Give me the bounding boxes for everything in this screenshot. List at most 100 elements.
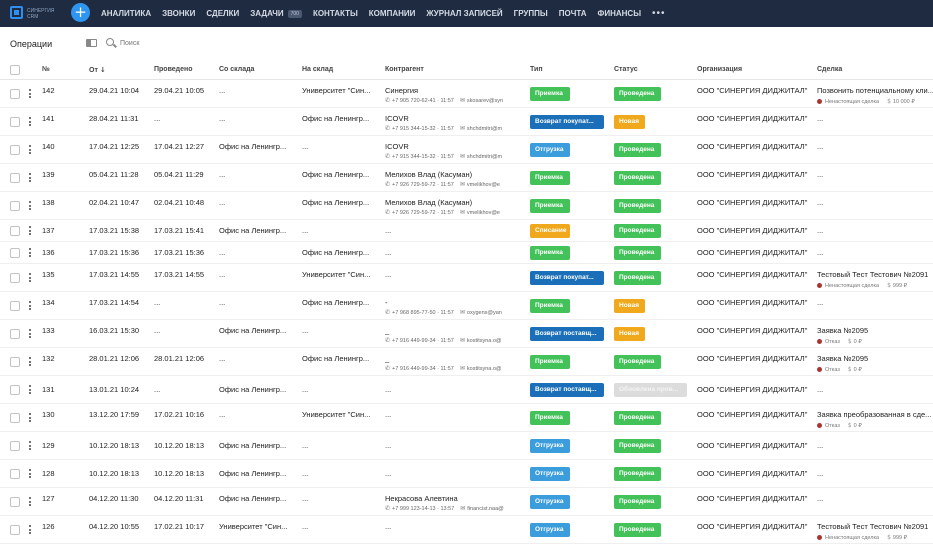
column-header-done[interactable]: Проведено — [154, 66, 193, 73]
table-row[interactable]: 141 28.04.21 11:31...... Офис на Ленингр..… — [0, 108, 933, 136]
row-menu-icon[interactable] — [29, 273, 32, 284]
row-counterparty[interactable]: ... — [385, 441, 392, 450]
row-checkbox[interactable] — [10, 385, 20, 395]
row-deal[interactable]: ... — [817, 469, 933, 478]
nav-item-2[interactable]: СДЕЛКИ — [206, 9, 239, 18]
nav-item-6[interactable]: ЖУРНАЛ ЗАПИСЕЙ — [426, 9, 502, 18]
row-deal[interactable]: ... — [817, 114, 933, 123]
add-button[interactable]: + — [71, 3, 90, 22]
counterparty-email[interactable]: skosarev@syn — [466, 98, 504, 104]
table-row[interactable]: 133 16.03.21 15:30... Офис на Ленингр.....… — [0, 320, 933, 348]
table-row[interactable]: 138 02.04.21 10:47 02.04.21 10:48... Офис н… — [0, 192, 933, 220]
counterparty-phone[interactable]: +7 905 720-62-41 · 11:57 — [392, 98, 454, 104]
deal-title[interactable]: Тестовый Тест Тестович №2091 — [817, 270, 929, 279]
counterparty-email[interactable]: oxygens@yan — [466, 310, 502, 316]
row-menu-icon[interactable] — [29, 497, 32, 508]
row-counterparty[interactable]: _ — [385, 326, 390, 335]
row-checkbox[interactable] — [10, 273, 20, 283]
row-checkbox[interactable] — [10, 145, 20, 155]
counterparty-email[interactable]: financist.naa@ — [467, 506, 504, 512]
row-checkbox[interactable] — [10, 248, 20, 258]
row-counterparty[interactable]: _ — [385, 354, 390, 363]
row-checkbox[interactable] — [10, 329, 20, 339]
row-menu-icon[interactable] — [29, 329, 32, 340]
row-menu-icon[interactable] — [29, 173, 32, 184]
deal-title[interactable]: ... — [817, 226, 824, 235]
row-counterparty[interactable]: Мелихов Влад (Касуман) — [385, 198, 473, 207]
row-checkbox[interactable] — [10, 201, 20, 211]
counterparty-email[interactable]: vmelikhov@e — [466, 210, 500, 216]
deal-title[interactable]: Заявка преобразованная в сде... — [817, 410, 932, 419]
row-deal[interactable]: Заявка №2095 Отказ $0 ₽ — [817, 354, 933, 373]
deal-title[interactable]: Тестовый Тест Тестович №2091 — [817, 522, 929, 531]
nav-item-5[interactable]: КОМПАНИИ — [369, 9, 416, 18]
counterparty-phone[interactable]: +7 968 895-77-50 · 11:57 — [392, 310, 454, 316]
row-menu-icon[interactable] — [29, 201, 32, 212]
row-checkbox[interactable] — [10, 413, 20, 423]
row-menu-icon[interactable] — [29, 301, 32, 312]
table-row[interactable]: 135 17.03.21 14:55 17.03.21 14:55... Универ… — [0, 264, 933, 292]
table-row[interactable]: 128 10.12.20 18:13 10.12.20 18:13 Офис на Л… — [0, 460, 933, 488]
row-menu-icon[interactable] — [29, 145, 32, 156]
column-header-status[interactable]: Статус — [614, 66, 638, 73]
deal-title[interactable]: ... — [817, 469, 824, 478]
row-deal[interactable]: ... — [817, 441, 933, 450]
row-menu-icon[interactable] — [29, 413, 32, 424]
row-checkbox[interactable] — [10, 357, 20, 367]
sidebar-toggle-icon[interactable] — [86, 39, 97, 47]
search-input[interactable] — [120, 36, 280, 50]
column-header-to-warehouse[interactable]: На склад — [302, 66, 334, 73]
row-menu-icon[interactable] — [29, 357, 32, 368]
row-deal[interactable]: ... — [817, 248, 933, 257]
row-counterparty[interactable]: Мелихов Влад (Касуман) — [385, 170, 473, 179]
nav-item-8[interactable]: ПОЧТА — [559, 9, 587, 18]
counterparty-email[interactable]: vmelikhov@e — [466, 182, 500, 188]
counterparty-phone[interactable]: +7 916 449-99-34 · 11:57 — [392, 366, 454, 372]
row-deal[interactable]: ... — [817, 170, 933, 179]
deal-title[interactable]: ... — [817, 142, 824, 151]
row-deal[interactable]: Тестовый Тест Тестович №2091 Ненастоящая … — [817, 522, 933, 541]
nav-item-0[interactable]: АНАЛИТИКА — [101, 9, 151, 18]
row-checkbox[interactable] — [10, 89, 20, 99]
row-menu-icon[interactable] — [29, 385, 32, 396]
row-deal[interactable]: Позвонить потенциальному кли... Ненастоящ… — [817, 86, 933, 105]
search-icon[interactable] — [106, 38, 114, 46]
row-counterparty[interactable]: ... — [385, 226, 392, 235]
deal-title[interactable]: ... — [817, 248, 824, 257]
row-counterparty[interactable]: Некрасова Алевтина — [385, 494, 458, 503]
column-header-from-warehouse[interactable]: Со склада — [219, 66, 255, 73]
column-header-from[interactable]: От ↓ — [89, 66, 106, 74]
table-row[interactable]: 142 29.04.21 10:04 29.04.21 10:05... Универ… — [0, 80, 933, 108]
nav-item-3[interactable]: ЗАДАЧИ 700 — [250, 9, 302, 18]
table-row[interactable]: 126 04.12.20 10:55 17.02.21 10:17 Университ… — [0, 516, 933, 544]
row-counterparty[interactable]: ICOVR — [385, 114, 409, 123]
table-row[interactable]: 134 17.03.21 14:54...... Офис на Ленингр..… — [0, 292, 933, 320]
row-deal[interactable]: ... — [817, 142, 933, 151]
row-menu-icon[interactable] — [29, 226, 32, 237]
row-menu-icon[interactable] — [29, 525, 32, 536]
counterparty-email[interactable]: kostitsyna.o@ — [466, 366, 502, 372]
row-checkbox[interactable] — [10, 226, 20, 236]
row-deal[interactable]: ... — [817, 298, 933, 307]
row-counterparty[interactable]: - — [385, 298, 388, 307]
row-deal[interactable]: Заявка преобразованная в сде... Отказ $0 ₽ — [817, 410, 933, 429]
nav-item-7[interactable]: ГРУППЫ — [514, 9, 548, 18]
counterparty-phone[interactable]: +7 915 344-15-32 · 11:57 — [392, 126, 454, 132]
row-menu-icon[interactable] — [29, 248, 32, 259]
table-row[interactable]: 136 17.03.21 15:36 17.03.21 15:36... Офис н… — [0, 242, 933, 264]
counterparty-phone[interactable]: +7 915 344-15-32 · 11:57 — [392, 154, 454, 160]
row-checkbox[interactable] — [10, 173, 20, 183]
counterparty-email[interactable]: kostitsyna.o@ — [466, 338, 502, 344]
row-counterparty[interactable]: ... — [385, 248, 392, 257]
row-counterparty[interactable]: ... — [385, 410, 392, 419]
column-header-counterparty[interactable]: Контрагент — [385, 66, 424, 73]
row-menu-icon[interactable] — [29, 89, 32, 100]
counterparty-phone[interactable]: +7 999 123-14-13 · 13:57 — [392, 506, 455, 512]
row-counterparty[interactable]: ... — [385, 270, 392, 279]
row-counterparty[interactable]: ... — [385, 522, 392, 531]
table-row[interactable]: 137 17.03.21 15:38 17.03.21 15:41 Офис на Л… — [0, 220, 933, 242]
row-checkbox[interactable] — [10, 117, 20, 127]
counterparty-phone[interactable]: +7 926 729-59-72 · 11:57 — [392, 210, 454, 216]
row-counterparty[interactable]: ... — [385, 385, 392, 394]
column-header-type[interactable]: Тип — [530, 66, 543, 73]
